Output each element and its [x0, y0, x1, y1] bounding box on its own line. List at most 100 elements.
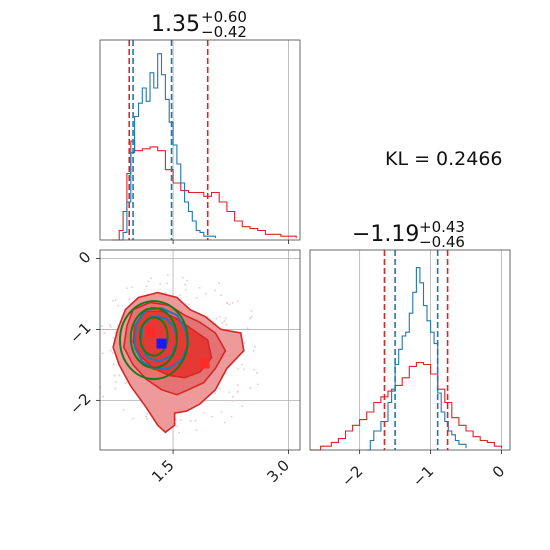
scatter-point [230, 415, 233, 418]
param2-title: −1.19 [352, 222, 419, 247]
scatter-point [220, 410, 223, 413]
histogram-param2-red [310, 362, 503, 451]
scatter-point [131, 286, 134, 289]
scatter-point [90, 337, 92, 339]
scatter-point [145, 415, 147, 418]
scatter-point [224, 421, 226, 424]
scatter-point [92, 376, 94, 378]
scatter-point [250, 310, 253, 312]
scatter-point [147, 280, 150, 283]
scatter-point [243, 368, 245, 371]
histogram-param1-red [111, 140, 297, 241]
scatter-point [203, 412, 206, 414]
red-marker [199, 358, 210, 369]
scatter-point [220, 294, 223, 297]
scatter-point [231, 400, 234, 402]
param1-title: 1.35 [151, 12, 200, 37]
scatter-point [254, 345, 256, 348]
x-tick-label: 0 [489, 462, 508, 481]
scatter-point [250, 315, 253, 318]
scatter-point [214, 392, 217, 394]
scatter-point [232, 395, 234, 398]
scatter-point [124, 382, 127, 385]
scatter-point [146, 412, 148, 415]
scatter-point [122, 409, 125, 411]
scatter-point [150, 277, 152, 280]
scatter-point [249, 386, 252, 389]
scatter-point [101, 352, 104, 355]
scatter-point [117, 304, 120, 307]
scatter-point [110, 325, 112, 328]
scatter-point [178, 431, 180, 434]
scatter-point [215, 317, 218, 320]
param2-title-plus: +0.43 [419, 218, 465, 236]
scatter-point [240, 363, 243, 366]
green-ellipse [119, 300, 189, 381]
scatter-point [102, 395, 104, 398]
scatter-point [114, 298, 117, 301]
scatter-point [224, 317, 227, 320]
scatter-point [221, 322, 224, 324]
green-ellipse [139, 316, 169, 357]
marginal-param2-panel [309, 249, 511, 451]
scatter-point [115, 381, 117, 383]
scatter-point [253, 368, 256, 371]
scatter-point [214, 289, 216, 292]
scatter-point [146, 417, 149, 420]
scatter-point [186, 279, 189, 282]
param2-title-main: −1.19 [352, 222, 419, 247]
scatter-point [237, 300, 239, 303]
param2-title-minus: −0.46 [419, 233, 465, 251]
marginal-param2-frame [309, 249, 511, 451]
scatter-point [195, 429, 198, 432]
scatter-point [166, 282, 168, 285]
scatter-point [256, 371, 259, 374]
scatter-point [126, 287, 128, 289]
scatter-point [243, 341, 246, 344]
scatter-point [231, 301, 234, 304]
scatter-point [164, 291, 167, 294]
y-tick-label: −1 [66, 319, 94, 347]
scatter-point [204, 292, 207, 295]
scatter-point [112, 336, 115, 339]
scatter-point [128, 298, 131, 301]
x-tick-label: −2 [338, 462, 366, 490]
scatter-point [118, 374, 121, 377]
scatter-point [181, 276, 184, 279]
scatter-point [237, 384, 239, 386]
scatter-point [112, 363, 115, 366]
marginal-param1-frame [99, 39, 301, 241]
histogram-param1-blue [119, 53, 216, 241]
scatter-point [225, 323, 228, 326]
param1-title-plus: +0.60 [201, 8, 247, 26]
scatter-point [188, 303, 190, 306]
scatter-point [195, 296, 198, 299]
scatter-point [237, 391, 239, 393]
scatter-point [159, 282, 162, 285]
scatter-point [109, 349, 112, 352]
scatter-point [96, 335, 98, 337]
scatter-point [249, 317, 252, 320]
scatter-point [112, 299, 115, 302]
y-tick-label: 0 [75, 248, 94, 267]
scatter-point [98, 371, 100, 373]
scatter-point [97, 333, 99, 335]
scatter-point [111, 352, 114, 354]
scatter-point [145, 285, 148, 288]
scatter-point [218, 282, 220, 285]
scatter-point [194, 419, 197, 422]
scatter-point [131, 417, 134, 420]
scatter-point [166, 274, 169, 276]
scatter-point [98, 330, 100, 332]
histogram-param2-blue [366, 267, 467, 451]
scatter-point [226, 302, 229, 305]
green-ellipse [129, 307, 178, 369]
scatter-point [180, 419, 182, 421]
scatter-point [109, 323, 112, 326]
kl-label: KL = 0.2466 [385, 148, 503, 170]
joint-panel [90, 249, 301, 451]
scatter-point [228, 391, 231, 394]
marginal-param1-panel [99, 39, 301, 241]
scatter-point [176, 425, 179, 428]
